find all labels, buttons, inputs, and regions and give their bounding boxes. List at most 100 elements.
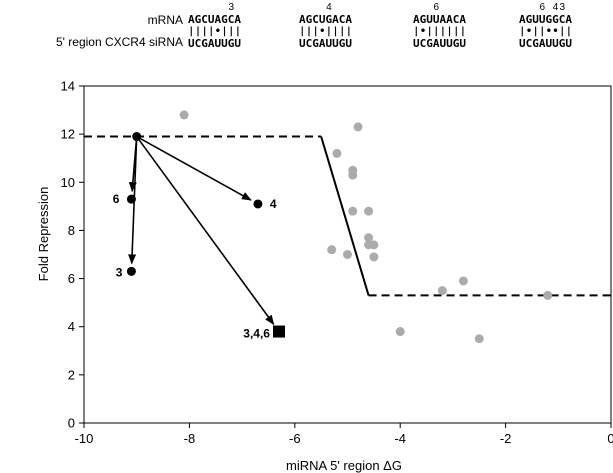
mrna-row-label: mRNA — [147, 13, 183, 27]
data-point — [327, 245, 337, 255]
mismatch-positions: 4 — [299, 2, 389, 14]
y-tick-label: 6 — [68, 271, 75, 286]
mutant-point-square — [272, 325, 285, 338]
data-point — [458, 276, 468, 286]
base-pair-mark: | — [312, 26, 319, 37]
mismatch-position-label: 3 — [228, 2, 234, 13]
mutant-point — [253, 199, 263, 209]
sirna-row-label: 5' region CXCR4 siRNA — [55, 35, 183, 49]
base-pair-mark: | — [299, 26, 306, 37]
sirna-sequence: UCGAUUGU — [188, 37, 241, 50]
mismatch-positions: 6 — [413, 2, 503, 14]
data-point — [353, 122, 363, 132]
base-pair-mark: | — [208, 26, 215, 37]
mutation-arrow — [136, 136, 275, 326]
base-pair-mark: | — [532, 26, 539, 37]
x-axis-title: miRNA 5' region ΔG — [286, 458, 402, 473]
base-pair-mark: • — [319, 26, 326, 37]
threshold-curve-layer — [84, 135, 611, 297]
data-point — [395, 327, 405, 337]
y-tick-label: 12 — [61, 127, 75, 142]
mrna-sequence: AGCUAGCA — [188, 13, 241, 26]
mutant-label: 3,4,6 — [243, 327, 270, 341]
mutant-label: 3 — [116, 265, 123, 279]
x-tick-label: 0 — [607, 431, 613, 446]
base-pair-mark: | — [234, 26, 241, 37]
base-pair-mark: • — [545, 26, 552, 37]
data-point — [369, 240, 379, 250]
mismatch-position-label: 6 — [539, 2, 546, 13]
x-tick-label: -6 — [289, 431, 301, 446]
data-point — [348, 170, 358, 180]
base-pair-mark: • — [525, 26, 532, 37]
gray-points-layer — [179, 110, 553, 344]
mismatch-position-label: 6 — [433, 2, 440, 13]
base-pair-mark: | — [188, 26, 195, 37]
base-pair-mark: | — [539, 26, 546, 37]
mutant-point — [126, 194, 136, 204]
mrna-sequence: AGUUGGCA — [519, 13, 572, 26]
base-pair-mark: • — [214, 26, 221, 37]
base-pair-mark: • — [552, 26, 559, 37]
sirna-sequence: UCGAUUGU — [299, 37, 352, 50]
base-pair-mark: | — [201, 26, 208, 37]
mutant-point — [126, 266, 136, 276]
base-pair-mark: | — [339, 26, 346, 37]
y-axis-title: Fold Repression — [36, 187, 51, 282]
base-pair-mark: | — [453, 26, 460, 37]
base-pair-mark: | — [565, 26, 572, 37]
base-pair-mark: | — [459, 26, 466, 37]
y-tick-label: 2 — [68, 367, 75, 382]
base-pair-mark: | — [413, 26, 420, 37]
mrna-sequence: AGCUGACA — [299, 13, 352, 26]
axes: -10 -8 -6 -4 -2 0 0 2 4 6 8 10 12 14 — [61, 79, 613, 447]
base-pair-mark: | — [194, 26, 201, 37]
data-point — [332, 148, 342, 158]
base-pair-mark: | — [519, 26, 526, 37]
origin-point — [132, 132, 142, 142]
base-pair-mark: | — [221, 26, 228, 37]
mismatch-position-label: 3 — [559, 2, 565, 13]
mrna-sequence: AGUUAACA — [413, 13, 466, 26]
y-tick-label: 0 — [68, 416, 75, 431]
base-pair-mark: | — [439, 26, 446, 37]
base-pair-mark: | — [332, 26, 339, 37]
mutation-arrow — [136, 135, 252, 201]
y-tick-label: 10 — [61, 175, 75, 190]
data-point — [474, 334, 484, 344]
sirna-sequence: UCGAUUGU — [413, 37, 466, 50]
base-pair-mark: | — [325, 26, 332, 37]
arrows-layer — [128, 135, 275, 326]
base-pair-mark: | — [345, 26, 352, 37]
base-pair-mark: | — [228, 26, 235, 37]
sirna-sequence: UCGAUUGU — [519, 37, 572, 50]
y-tick-label: 8 — [68, 223, 75, 238]
data-point — [364, 206, 374, 216]
data-point — [343, 250, 352, 259]
x-tick-label: -10 — [75, 431, 94, 446]
base-pair-mark: | — [433, 26, 440, 37]
threshold-drop-segment — [320, 136, 370, 296]
base-pair-mark: • — [419, 26, 426, 37]
data-point — [543, 290, 553, 300]
mutant-label: 6 — [113, 192, 120, 206]
data-point — [369, 252, 379, 262]
x-tick-label: -2 — [500, 431, 512, 446]
mutant-points-layer: 6 4 3 3,4,6 — [113, 132, 285, 341]
data-point — [437, 286, 447, 296]
base-pair-mark: | — [305, 26, 312, 37]
base-pair-mark: | — [426, 26, 433, 37]
plot-frame — [83, 85, 612, 424]
base-pair-mark: | — [559, 26, 566, 37]
x-tick-label: -4 — [394, 431, 406, 446]
data-point — [364, 233, 374, 243]
data-point — [348, 206, 358, 216]
mutant-label: 4 — [270, 197, 277, 211]
y-tick-label: 14 — [61, 79, 75, 94]
base-pair-mark: | — [446, 26, 453, 37]
x-tick-label: -8 — [184, 431, 196, 446]
data-point — [179, 110, 189, 120]
